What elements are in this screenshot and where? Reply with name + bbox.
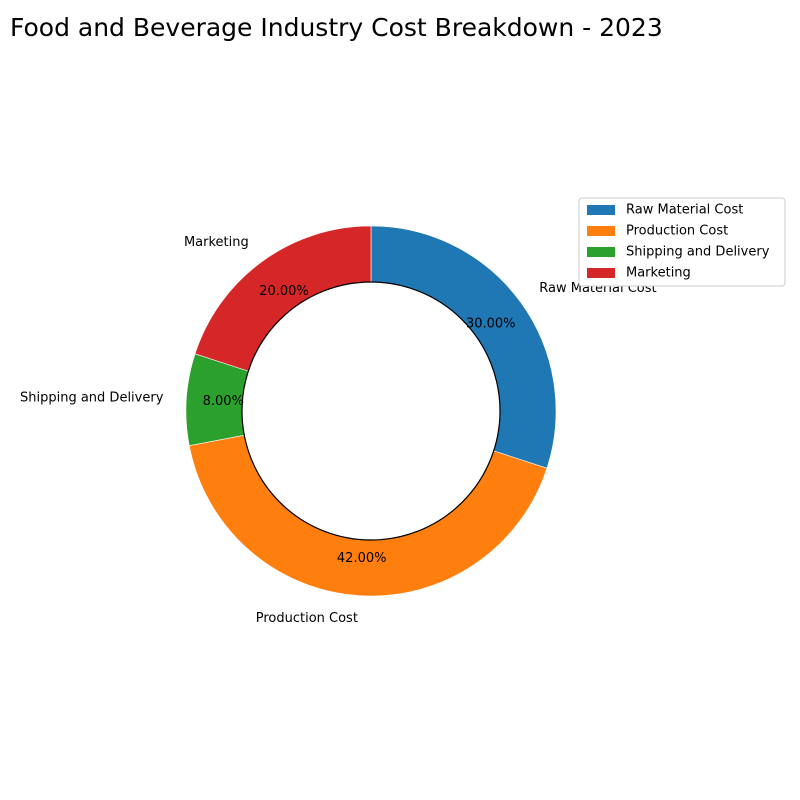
donut-slices	[185, 225, 557, 597]
legend-frame	[578, 197, 786, 287]
chart-title: Food and Beverage Industry Cost Breakdow…	[10, 13, 663, 42]
legend-label-marketing: Marketing	[626, 266, 691, 281]
legend-swatch-production-cost	[587, 226, 615, 236]
percent-label-marketing: 20.00%	[259, 284, 309, 299]
donut-hole	[241, 281, 501, 541]
legend-swatch-raw-material-cost	[587, 205, 615, 215]
slice-label-shipping-and-delivery: Shipping and Delivery	[20, 390, 164, 405]
slice-label-production-cost: Production Cost	[256, 611, 358, 626]
percent-label-raw-material-cost: 30.00%	[466, 317, 516, 332]
legend-swatch-marketing	[587, 268, 615, 278]
percent-label-shipping-and-delivery: 8.00%	[203, 394, 244, 409]
percent-label-production-cost: 42.00%	[337, 551, 387, 566]
legend-label-shipping-and-delivery: Shipping and Delivery	[626, 245, 770, 260]
slice-label-marketing: Marketing	[184, 235, 249, 250]
legend-label-raw-material-cost: Raw Material Cost	[626, 203, 743, 218]
legend-swatch-shipping-and-delivery	[587, 247, 615, 257]
legend: Raw Material Cost Production Cost Shipping…	[578, 197, 786, 287]
legend-label-production-cost: Production Cost	[626, 224, 728, 239]
